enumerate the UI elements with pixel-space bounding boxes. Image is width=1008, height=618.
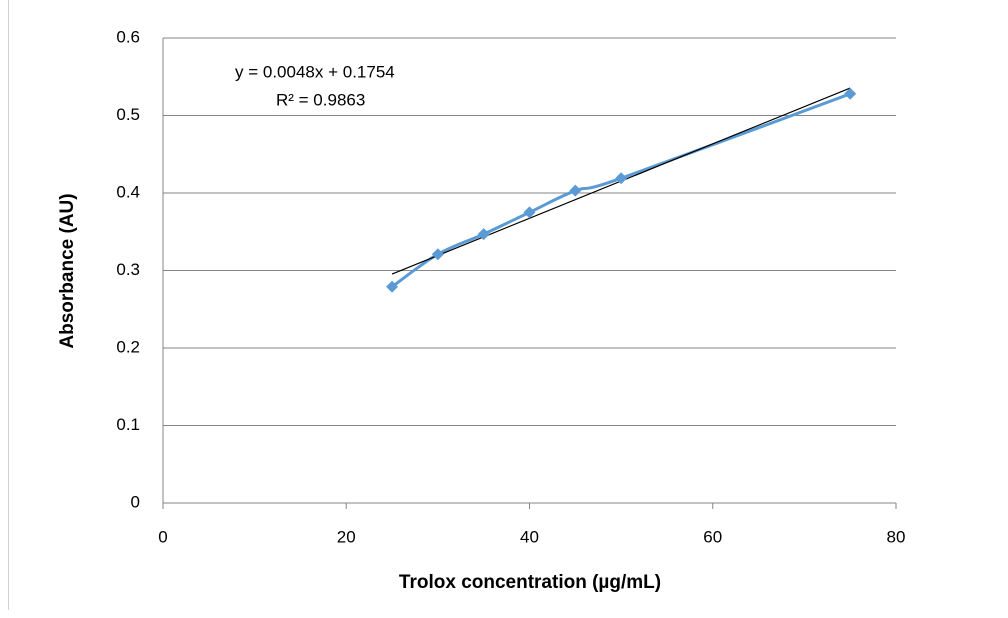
trendline-equation: y = 0.0048x + 0.1754	[235, 62, 395, 81]
x-tick-label: 20	[337, 527, 356, 546]
y-tick-label: 0.3	[116, 260, 140, 279]
y-tick-label: 0.2	[116, 337, 140, 356]
y-tick-label: 0.1	[116, 415, 140, 434]
trendline-r2: R² = 0.9863	[276, 90, 365, 109]
y-tick-label: 0.6	[116, 27, 140, 46]
y-axis-title: Absorbance (AU)	[57, 193, 78, 348]
x-tick-label: 60	[703, 527, 722, 546]
x-tick-label: 0	[158, 527, 167, 546]
y-tick-label: 0	[131, 492, 140, 511]
chart: Trolox concentration (µg/mL) Absorbance …	[0, 0, 1008, 618]
x-tick-label: 40	[520, 527, 539, 546]
y-tick-label: 0.4	[116, 182, 140, 201]
x-tick-label: 80	[887, 527, 906, 546]
x-axis-title: Trolox concentration (µg/mL)	[399, 572, 661, 593]
data-point	[569, 185, 581, 197]
y-tick-label: 0.5	[116, 105, 140, 124]
series-line	[392, 94, 850, 287]
